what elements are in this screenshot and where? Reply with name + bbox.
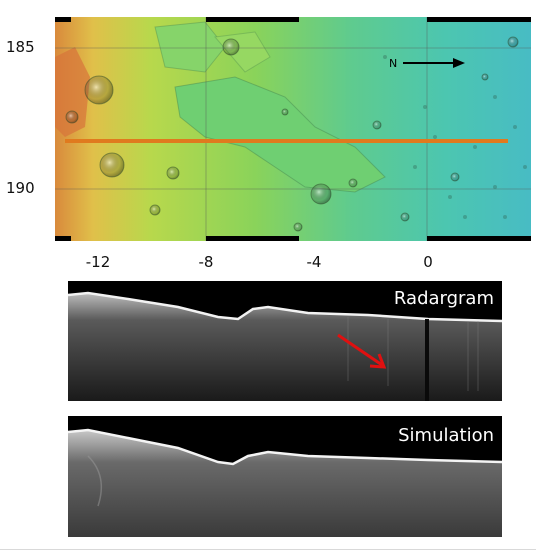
relief-map: N <box>55 17 531 241</box>
radargram-panel: Radargram <box>68 281 502 401</box>
x-tick-0: 0 <box>423 253 433 271</box>
bottom-divider <box>0 549 536 550</box>
y-tick-190: 190 <box>6 179 35 197</box>
north-label: N <box>389 57 398 70</box>
simulation-label: Simulation <box>398 425 494 446</box>
ground-track <box>65 139 508 143</box>
red-arrow-icon <box>337 333 387 369</box>
x-tick-neg12: -12 <box>85 253 111 271</box>
north-arrow-icon <box>403 58 465 68</box>
y-tick-185: 185 <box>6 38 35 56</box>
x-tick-neg4: -4 <box>306 253 322 271</box>
simulation-panel: Simulation <box>68 416 502 537</box>
x-tick-neg8: -8 <box>198 253 214 271</box>
radargram-label: Radargram <box>393 288 494 309</box>
